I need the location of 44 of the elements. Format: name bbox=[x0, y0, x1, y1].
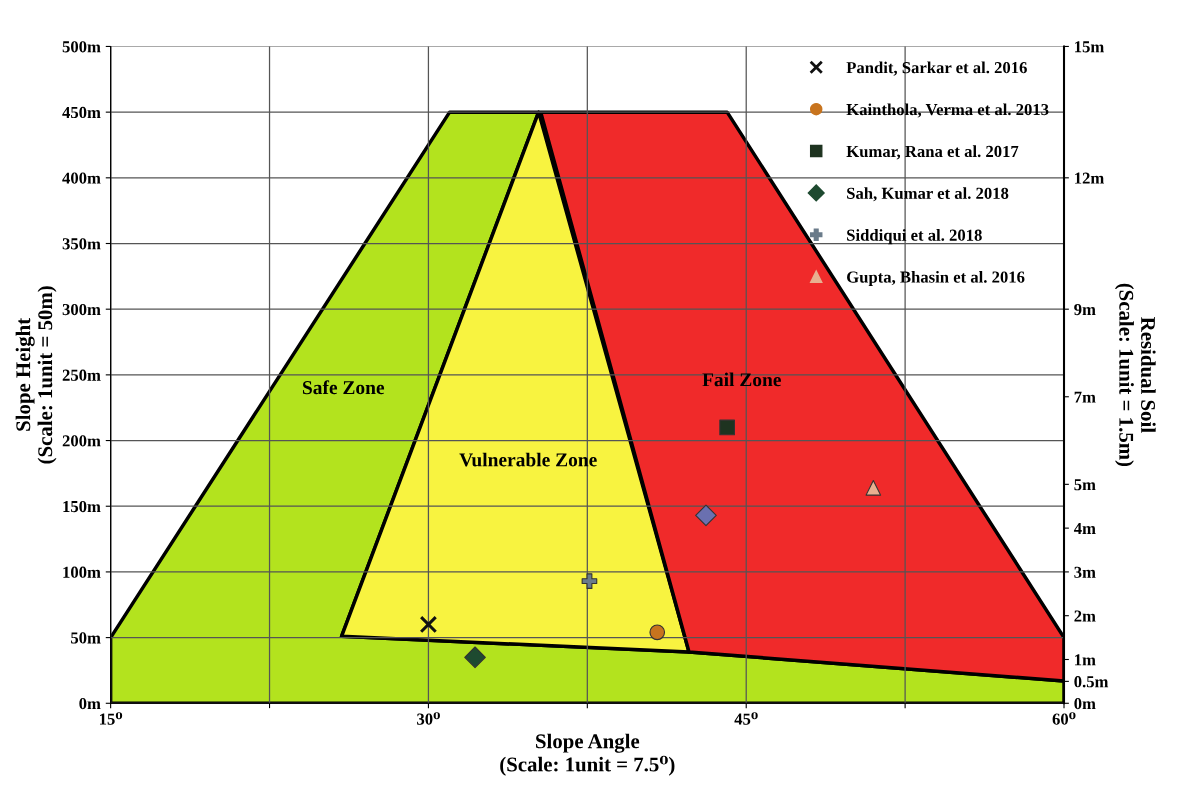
y-tick-label: 100m bbox=[63, 566, 101, 578]
point bbox=[464, 646, 486, 669]
y-tick-label: 250m bbox=[62, 369, 101, 381]
y-tick-label: 300m bbox=[62, 303, 101, 316]
y-axis-title: Slope Height (Scale: 1unit = 50m) bbox=[15, 286, 57, 464]
y2-tick-label: 2m bbox=[1074, 610, 1096, 622]
point bbox=[695, 504, 717, 527]
legend-label: Kainthola, Verma et al. 2013 bbox=[846, 103, 1049, 118]
y-tick-label: 450m bbox=[62, 106, 101, 119]
y2-tick-label: 3m bbox=[1074, 566, 1096, 578]
y2-tick-label: 1m bbox=[1075, 654, 1096, 666]
y2-tick-label: 12m bbox=[1075, 172, 1104, 184]
y2-tick-label: 15m bbox=[1075, 41, 1104, 53]
legend-label: Siddiqui et al. 2018 bbox=[847, 229, 982, 245]
legend-label: Sah, Kumar et al. 2018 bbox=[847, 187, 1009, 202]
point bbox=[719, 419, 735, 436]
point bbox=[419, 615, 438, 634]
x-tick-label: 30⁰ bbox=[417, 712, 440, 725]
x-tick-label: 15⁰ bbox=[99, 712, 123, 725]
y-tick-label: 0m bbox=[79, 697, 101, 710]
y2-tick-label: 4m bbox=[1073, 522, 1096, 534]
x-axis-title: Slope Angle (Scale: 1unit = 7.5⁰) bbox=[500, 733, 675, 776]
y2-tick-label: 5m bbox=[1074, 479, 1096, 491]
y-tick-label: 150m bbox=[63, 500, 101, 513]
y2-axis-title: Residual Soil (Scale: 1unit = 1.5m) bbox=[1114, 283, 1156, 467]
y-tick-label: 400m bbox=[62, 172, 101, 184]
y-tick-label: 500m bbox=[62, 41, 101, 53]
y2-tick-label: 0.5m bbox=[1074, 676, 1109, 688]
point bbox=[581, 573, 598, 589]
legend-label: Kumar, Rana et al. 2017 bbox=[846, 145, 1019, 160]
point bbox=[649, 624, 666, 641]
x-tick-label: 60⁰ bbox=[1052, 712, 1076, 725]
y2-tick-label: 0m bbox=[1074, 697, 1096, 710]
annotation: Fail Zone bbox=[702, 372, 781, 387]
y2-tick-label: 7m bbox=[1074, 391, 1096, 403]
y-tick-label: 350m bbox=[62, 238, 101, 250]
legend-label: Pandit, Sarkar et al. 2016 bbox=[846, 61, 1027, 76]
point bbox=[865, 480, 882, 496]
legend-label: Gupta, Bhasin et al. 2016 bbox=[847, 270, 1025, 287]
x-tick-label: 45⁰ bbox=[734, 712, 758, 725]
annotation: Safe Zone bbox=[302, 380, 385, 395]
y2-tick-label: 9m bbox=[1074, 303, 1096, 316]
y-tick-label: 200m bbox=[62, 435, 101, 447]
y-tick-label: 50m bbox=[71, 632, 101, 644]
